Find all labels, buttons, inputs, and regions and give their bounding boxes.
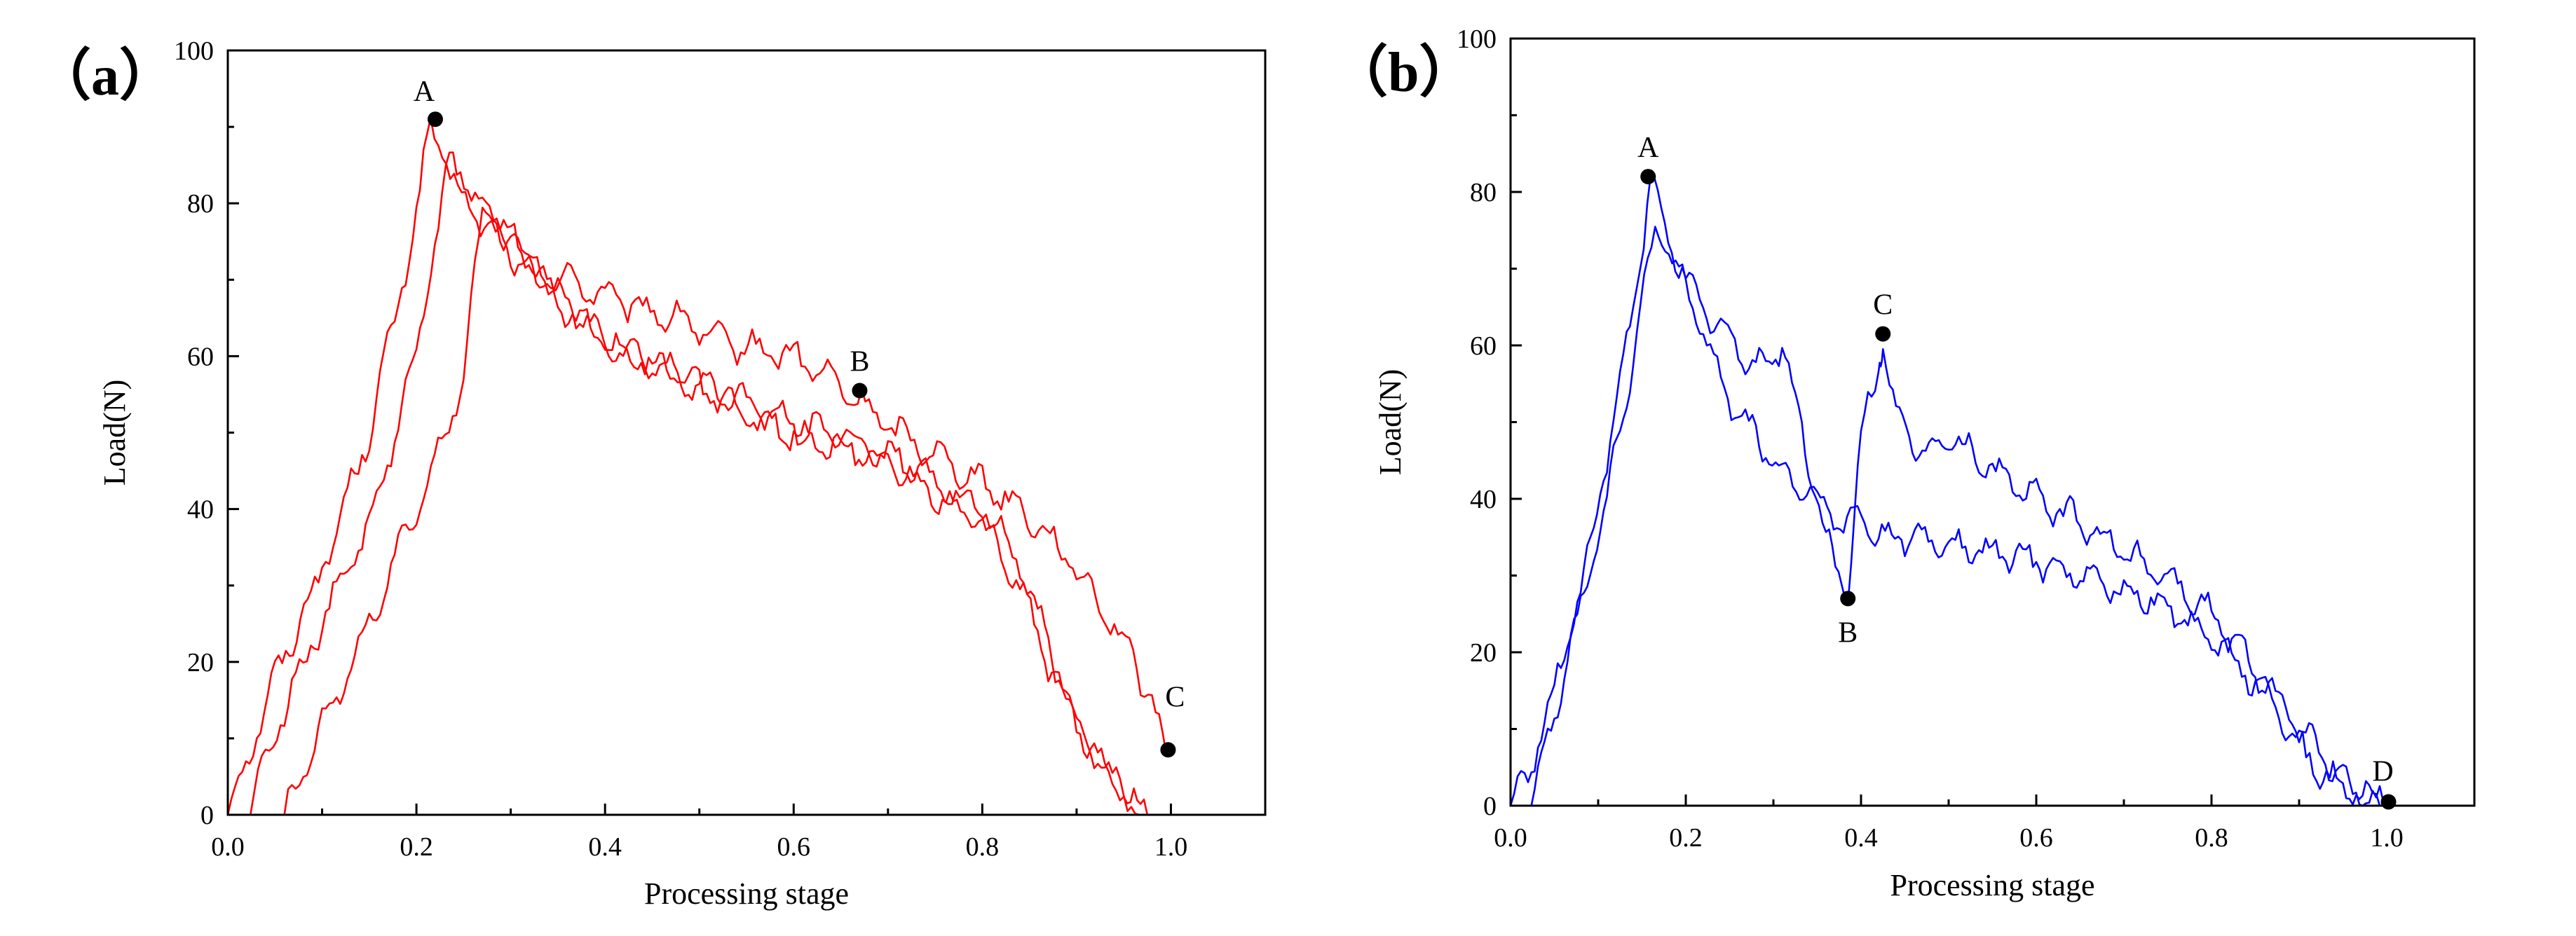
marker-point-C — [1875, 326, 1891, 342]
plot-frame — [226, 49, 1267, 816]
marker-label-B: B — [1838, 617, 1858, 649]
x-tick-label: 0.8 — [2195, 823, 2228, 853]
x-axis-title: Processing stage — [1890, 868, 2094, 902]
series-line-curve-1 — [226, 117, 1167, 815]
marker-point-B — [1840, 591, 1856, 607]
x-axis-title: Processing stage — [644, 876, 849, 911]
marker-label-C: C — [1165, 681, 1185, 713]
marker-label-A: A — [1637, 132, 1659, 164]
x-tick-label: 0.0 — [211, 832, 245, 862]
x-tick-label: 0.2 — [1669, 823, 1703, 853]
marker-point-A — [428, 111, 443, 128]
y-tick-label: 80 — [1470, 178, 1497, 207]
series-line-curve-2 — [246, 151, 1143, 816]
y-tick-label: 60 — [1470, 331, 1497, 361]
x-tick-label: 0.2 — [400, 832, 433, 862]
marker-label-D: D — [2372, 756, 2393, 788]
x-tick-label: 0.8 — [966, 832, 1000, 862]
x-tick-label: 1.0 — [2370, 823, 2404, 853]
marker-label-A: A — [414, 76, 435, 108]
series-line-curve-1 — [1509, 173, 2387, 807]
x-tick-label: 0.6 — [2019, 823, 2053, 853]
marker-label-B: B — [850, 345, 869, 378]
panel-label: （b） — [1332, 42, 1476, 104]
x-tick-label: 0.4 — [1844, 823, 1878, 853]
y-tick-label: 40 — [187, 495, 214, 525]
y-tick-label: 100 — [174, 36, 214, 66]
y-tick-label: 20 — [1470, 638, 1497, 668]
chart-panel-b: （b） 0.0 0.2 0.4 0.6 0.8 1.0 0 20 40 60 80 100 Process… — [1332, 25, 2476, 902]
y-tick-label: 0 — [1483, 792, 1497, 821]
y-tick-label: 0 — [200, 801, 214, 830]
x-tick-label: 0.4 — [588, 832, 622, 862]
y-axis-title: Load(N) — [97, 380, 132, 486]
y-tick-label: 60 — [187, 342, 214, 371]
marker-point-C — [1160, 742, 1176, 758]
x-tick-label: 0.6 — [777, 832, 811, 862]
marker-label-C: C — [1873, 289, 1893, 322]
marker-point-A — [1640, 169, 1656, 185]
x-tick-label: 0.0 — [1494, 823, 1527, 853]
series-line-curve-2 — [1528, 226, 2387, 807]
y-tick-label: 40 — [1470, 485, 1497, 514]
series-line-curve-3 — [283, 207, 1149, 815]
y-tick-label: 100 — [1457, 25, 1497, 54]
marker-point-B — [852, 383, 868, 399]
y-tick-label: 80 — [187, 189, 214, 219]
panel-label: （a） — [35, 46, 175, 107]
marker-point-D — [2380, 794, 2397, 810]
y-axis-title: Load(N) — [1373, 369, 1408, 476]
chart-panel-a: （a） 0.0 0.2 0.4 0.6 0.8 1.0 0 20 40 60 80 100 Process… — [35, 36, 1267, 911]
x-tick-label: 1.0 — [1154, 832, 1188, 862]
y-tick-label: 20 — [187, 648, 214, 677]
